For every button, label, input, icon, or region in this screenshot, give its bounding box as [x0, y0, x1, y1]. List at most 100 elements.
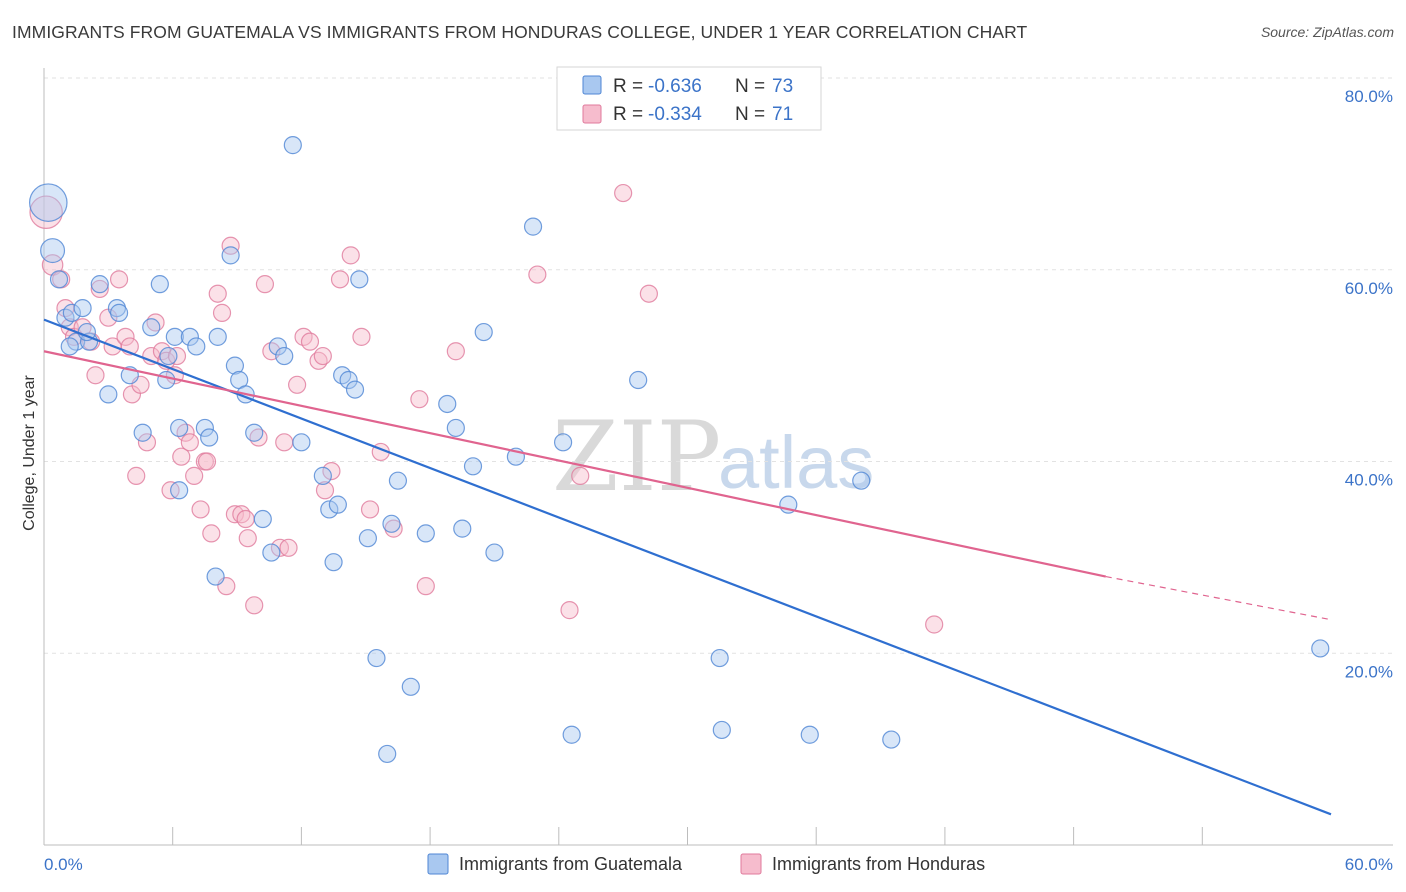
y-tick-label: 20.0%	[1345, 662, 1393, 681]
y-tick-labels: 20.0% 40.0% 60.0% 80.0%	[1345, 87, 1393, 681]
bottom-legend-swatch-honduras	[740, 853, 762, 875]
legend-r-guatemala: -0.636	[648, 76, 702, 97]
scatter-point	[401, 677, 420, 696]
x-tick-label-max: 60.0%	[1345, 855, 1393, 874]
scatter-point	[438, 394, 457, 414]
gridlines	[44, 77, 1393, 654]
scatter-point	[639, 284, 658, 303]
legend-n-label: N =	[735, 76, 765, 97]
scatter-point	[352, 327, 371, 346]
scatter-point	[238, 529, 257, 548]
scatter-point	[150, 275, 169, 294]
scatter-point	[262, 543, 281, 562]
watermark-atlas: atlas	[718, 421, 874, 504]
scatter-point	[221, 246, 240, 265]
scatter-point	[191, 500, 210, 519]
scatter-point	[99, 385, 118, 404]
scatter-point	[275, 433, 294, 452]
scatter-point	[225, 356, 245, 375]
bottom-legend-guatemala: Immigrants from Guatemala	[459, 854, 683, 874]
scatter-point	[712, 720, 731, 740]
scatter-point	[367, 648, 386, 668]
scatter-point	[180, 327, 199, 346]
scatter-point	[221, 236, 240, 255]
scatter-point	[255, 275, 275, 294]
scatter-point	[358, 529, 377, 548]
scatter-point	[165, 327, 184, 346]
scatter-point	[313, 466, 332, 485]
trend-line-honduras-extension	[1105, 575, 1332, 621]
scatter-point	[206, 567, 225, 586]
scatter-point	[446, 342, 465, 361]
scatter-point	[212, 303, 232, 322]
scatter-point	[288, 375, 307, 394]
scatter-point	[562, 725, 581, 744]
scatter-point	[197, 452, 217, 471]
scatter-point	[313, 346, 332, 366]
scatter-point	[378, 744, 397, 764]
scatter-point	[882, 730, 901, 749]
legend-r-honduras: -0.334	[648, 104, 702, 125]
scatter-point	[137, 433, 157, 452]
scatter-point	[49, 270, 69, 289]
scatter-point	[245, 596, 264, 615]
scatter-point	[90, 279, 109, 299]
scatter-point	[330, 270, 350, 289]
trend-lines	[43, 318, 1332, 816]
scatter-point	[320, 500, 339, 519]
scatter-point	[614, 183, 633, 203]
scatter-point	[710, 648, 729, 668]
scatter-point	[852, 471, 871, 490]
scatter-point	[360, 500, 380, 519]
scatter-point	[202, 524, 221, 543]
scatter-point	[86, 366, 105, 385]
scatter-point	[133, 423, 152, 442]
scatter-point	[208, 327, 227, 346]
scatter-point	[571, 466, 590, 485]
scatter-point	[474, 322, 493, 342]
scatter-point	[324, 553, 343, 572]
scatter-point	[109, 303, 129, 322]
scatter-point	[446, 418, 465, 438]
legend-swatch-guatemala	[582, 75, 602, 95]
y-tick-label: 60.0%	[1345, 279, 1393, 298]
legend-n-honduras: 71	[772, 104, 793, 125]
scatter-point	[416, 524, 435, 543]
scatter-point	[170, 481, 189, 500]
scatter-point	[416, 577, 435, 596]
scatter-point	[62, 303, 81, 322]
scatter-point	[528, 265, 547, 284]
chart-source: Source: ZipAtlas.com	[1260, 24, 1394, 40]
scatter-point	[185, 466, 204, 485]
scatter-point	[800, 725, 819, 744]
legend-swatch-honduras	[582, 104, 602, 124]
bottom-legend-honduras: Immigrants from Honduras	[772, 854, 985, 874]
bottom-legend-swatch-guatemala	[427, 853, 449, 875]
scatter-point	[236, 509, 255, 529]
scatter-point	[410, 390, 429, 409]
scatter-point	[339, 370, 358, 390]
scatter-point	[485, 543, 504, 562]
y-axis-label: College, Under 1 year	[21, 375, 38, 531]
scatter-point	[180, 433, 199, 452]
scatter-point	[925, 615, 944, 634]
scatter-point	[116, 327, 135, 346]
scatter-point	[195, 418, 214, 438]
scatter-point	[60, 337, 79, 356]
scatter-point	[127, 466, 146, 485]
legend-n-guatemala: 73	[772, 76, 793, 97]
watermark-zip: ZIP	[552, 401, 721, 513]
legend-r-label: R =	[613, 76, 643, 97]
scatter-point	[382, 514, 401, 533]
chart-title: IMMIGRANTS FROM GUATEMALA VS IMMIGRANTS …	[12, 22, 1028, 42]
scatter-point	[268, 337, 287, 356]
scatter-point	[159, 346, 178, 366]
scatter-point	[275, 346, 294, 366]
scatter-point	[453, 519, 472, 538]
scatter-point	[345, 380, 365, 399]
honduras-points	[29, 183, 944, 634]
y-tick-label: 80.0%	[1345, 87, 1393, 106]
scatter-point	[28, 183, 68, 222]
scatter-point	[388, 471, 408, 490]
